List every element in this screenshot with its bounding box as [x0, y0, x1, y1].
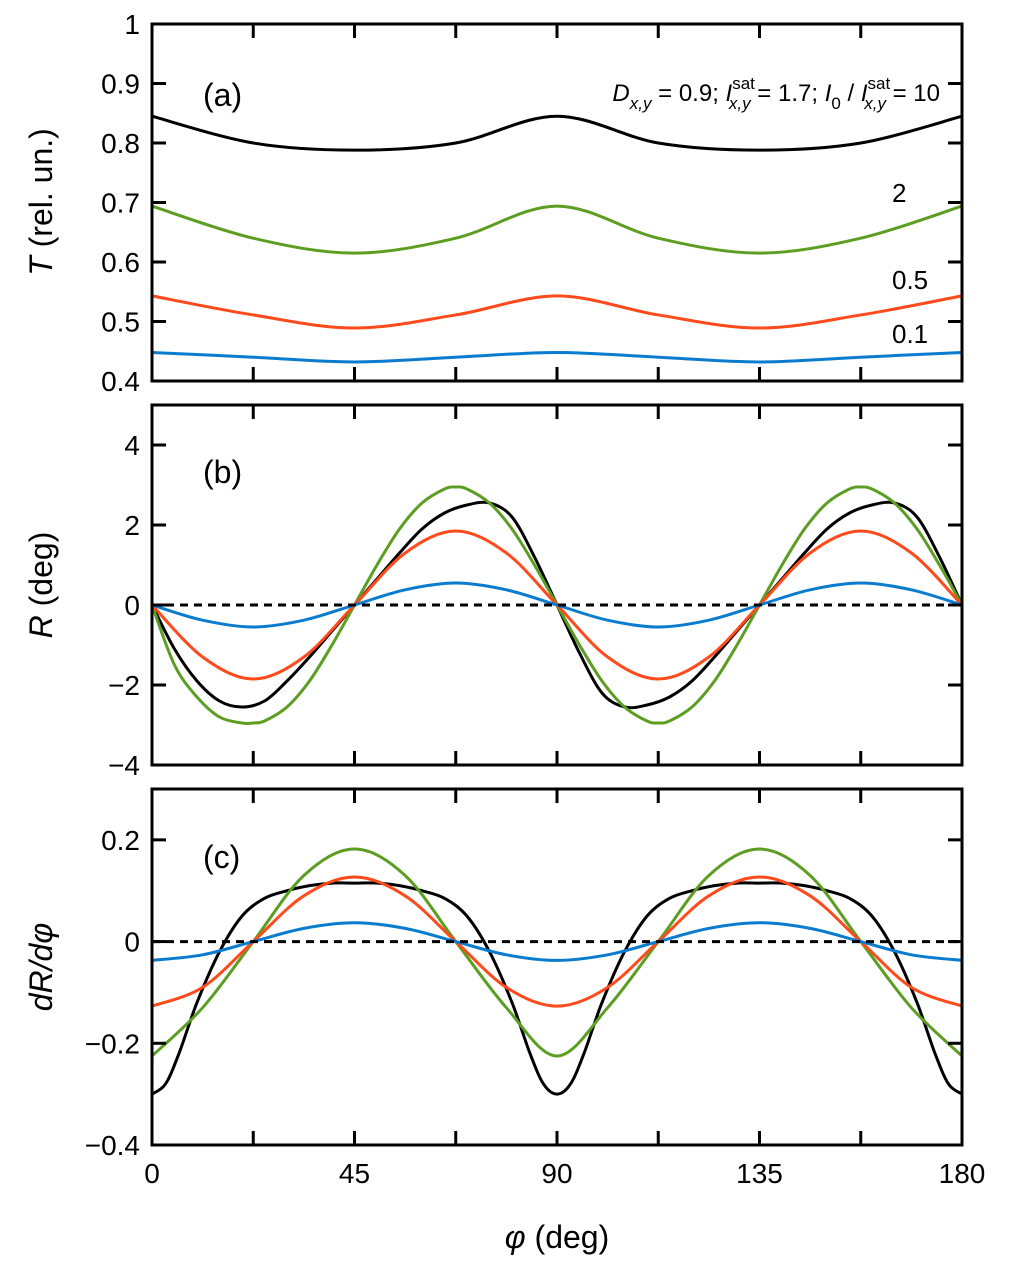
panel-c-series-line-2 [151, 875, 963, 1008]
panel-c-series-line-1 [150, 847, 964, 1058]
panel-c-ticks: −0.4 −0.2 0 0.2 0 45 90 135 180 [85, 789, 986, 1189]
panel-a-ticks: 0.4 0.5 0.6 0.7 0.8 0.9 1 [101, 9, 964, 397]
y-tick-label: 0 [124, 927, 140, 958]
panel-a-tag: (a) [203, 77, 242, 113]
panel-a-series-line-0 [151, 114, 963, 152]
y-tick-label: 0.2 [101, 825, 140, 856]
panel-a-curves [151, 114, 963, 364]
panel-a-ylabel-unit: (rel. un.) [23, 128, 59, 256]
x-axis-title: φ (deg) [505, 1219, 609, 1255]
annot-part2: = 1.7; [751, 80, 825, 107]
panel-c-tag: (c) [203, 839, 240, 875]
annot-i: I [726, 80, 733, 107]
y-tick-label: −2 [108, 670, 140, 701]
panel-b-ylabel-unit: (deg) [23, 532, 59, 616]
panel-a-series-line-3 [151, 350, 963, 364]
panel-b-series-line-3 [151, 581, 963, 629]
y-tick-label: 0.5 [101, 307, 140, 338]
annot-i0: I [825, 80, 832, 107]
panel-b-ticks: −4 −2 0 2 4 [108, 405, 964, 781]
annot-i-sup: sat [732, 74, 755, 93]
x-axis-symbol: φ [505, 1219, 526, 1255]
series-label-0.1: 0.1 [892, 319, 928, 349]
series-label-2: 2 [892, 178, 906, 208]
y-tick-label: 0.8 [101, 128, 140, 159]
panel-c-ylabel-symbol: dR/dφ [23, 923, 59, 1011]
series-label-0.5: 0.5 [892, 265, 928, 295]
x-tick-label: 45 [339, 1158, 370, 1189]
annot-d: D [612, 80, 629, 107]
y-tick-label: 0.4 [101, 366, 140, 397]
panel-b-ylabel-symbol: R [23, 615, 59, 638]
y-tick-label: −0.4 [85, 1130, 140, 1161]
x-tick-label: 135 [736, 1158, 783, 1189]
panel-a-series-line-1 [151, 204, 963, 255]
panel-c-series-line-3 [151, 921, 963, 962]
y-tick-label: 1 [124, 9, 140, 40]
x-tick-label: 90 [541, 1158, 572, 1189]
panel-c-series-line-0 [151, 881, 963, 1096]
panel-b-tag: (b) [203, 454, 242, 490]
panel-a-ylabel: T (rel. un.) [23, 128, 59, 276]
annot-slash: / [841, 80, 861, 107]
panel-c-derivative: −0.4 −0.2 0 0.2 0 45 90 135 180 (c) dR/dφ φ (deg… [23, 787, 986, 1255]
panel-c-frame [150, 787, 964, 1147]
y-tick-label: 0 [124, 590, 140, 621]
x-tick-label: 180 [939, 1158, 986, 1189]
y-tick-label: 0.6 [101, 247, 140, 278]
y-tick-label: 2 [124, 510, 140, 541]
annot-i2-sup: sat [868, 74, 891, 93]
panel-a-ylabel-symbol: T [23, 254, 59, 276]
y-tick-label: 4 [124, 430, 140, 461]
annot-part3: = 10 [886, 80, 940, 107]
panel-b-ylabel: R (deg) [23, 532, 59, 639]
annot-part1: = 0.9; [651, 80, 725, 107]
panel-a-transmission: 0.4 0.5 0.6 0.7 0.8 0.9 1 (a) T (rel. un.) Dx,… [23, 9, 964, 397]
panel-c-curves [150, 847, 964, 1096]
panel-b-rotation: −4 −2 0 2 4 (b) R (deg) [23, 403, 964, 781]
panel-a-annotation: Dx,y = 0.9; Isat x,y = 1.7; I0 / Isat x,y … [612, 74, 940, 113]
annot-i2: I [861, 80, 868, 107]
panel-c-ylabel: dR/dφ [23, 923, 59, 1011]
panel-a-series-line-2 [151, 294, 963, 330]
annot-i2-sub: x,y [863, 94, 887, 113]
x-tick-label: 0 [144, 1158, 160, 1189]
annot-d-sub: x,y [629, 94, 653, 113]
x-axis-unit: (deg) [526, 1219, 610, 1255]
y-tick-label: 0.9 [101, 69, 140, 100]
panel-b-frame [150, 403, 964, 767]
annot-i0-sub: 0 [831, 94, 840, 113]
annot-i-sub: x,y [728, 94, 752, 113]
y-tick-label: −0.2 [85, 1028, 140, 1059]
y-tick-label: −4 [108, 750, 140, 781]
y-tick-label: 0.7 [101, 188, 140, 219]
panel-b-curves [150, 485, 964, 726]
panel-a-frame [150, 22, 964, 383]
